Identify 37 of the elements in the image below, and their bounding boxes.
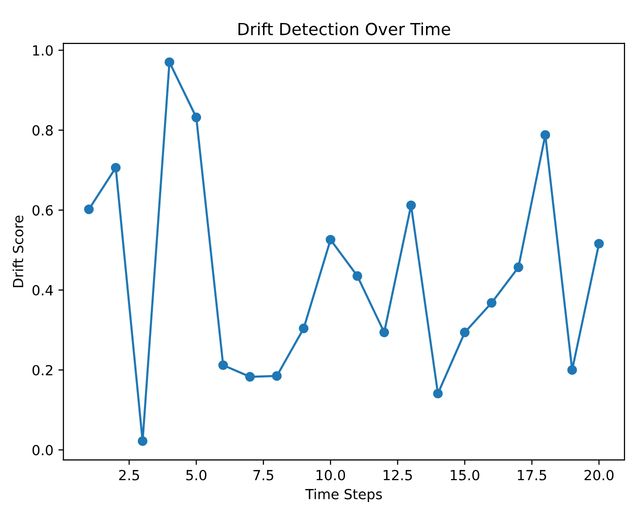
point <box>272 371 282 381</box>
y-tick-label: 0.6 <box>32 205 53 216</box>
point <box>540 130 550 140</box>
y-tick-label: 0.2 <box>32 364 52 376</box>
x-axis-title: Time Steps <box>305 488 382 502</box>
point <box>298 324 309 334</box>
point <box>164 57 174 68</box>
x-tick-label: 10.0 <box>316 470 346 480</box>
x-tick-label: 15.0 <box>450 470 480 480</box>
y-tick-label: 0.4 <box>32 285 53 296</box>
y-tick-label: 0.0 <box>32 444 53 456</box>
x-tick-label: 12.5 <box>384 470 412 480</box>
point <box>567 365 577 375</box>
point <box>379 328 390 338</box>
y-tick-label: 1.0 <box>33 45 53 56</box>
x-tick-label: 2.5 <box>119 470 140 480</box>
point <box>84 204 94 214</box>
point <box>326 234 336 245</box>
x-tick-label: 5.0 <box>186 470 206 480</box>
point <box>406 200 416 210</box>
point <box>486 298 496 308</box>
x-tick-label: 7.5 <box>254 470 274 480</box>
point <box>460 328 470 338</box>
y-tick-label: 0.8 <box>32 125 53 136</box>
point <box>352 271 362 281</box>
point <box>245 372 255 382</box>
point <box>218 360 228 370</box>
point <box>138 436 148 446</box>
point <box>433 388 443 398</box>
point <box>594 238 604 249</box>
y-axis-title: Drift Score <box>12 216 24 288</box>
x-tick-label: 20.0 <box>584 470 614 480</box>
x-tick-label: 17.5 <box>518 470 546 480</box>
point <box>191 112 202 122</box>
point <box>110 162 121 173</box>
point <box>514 262 524 272</box>
chart-title: Drift Detection Over Time <box>238 22 450 36</box>
